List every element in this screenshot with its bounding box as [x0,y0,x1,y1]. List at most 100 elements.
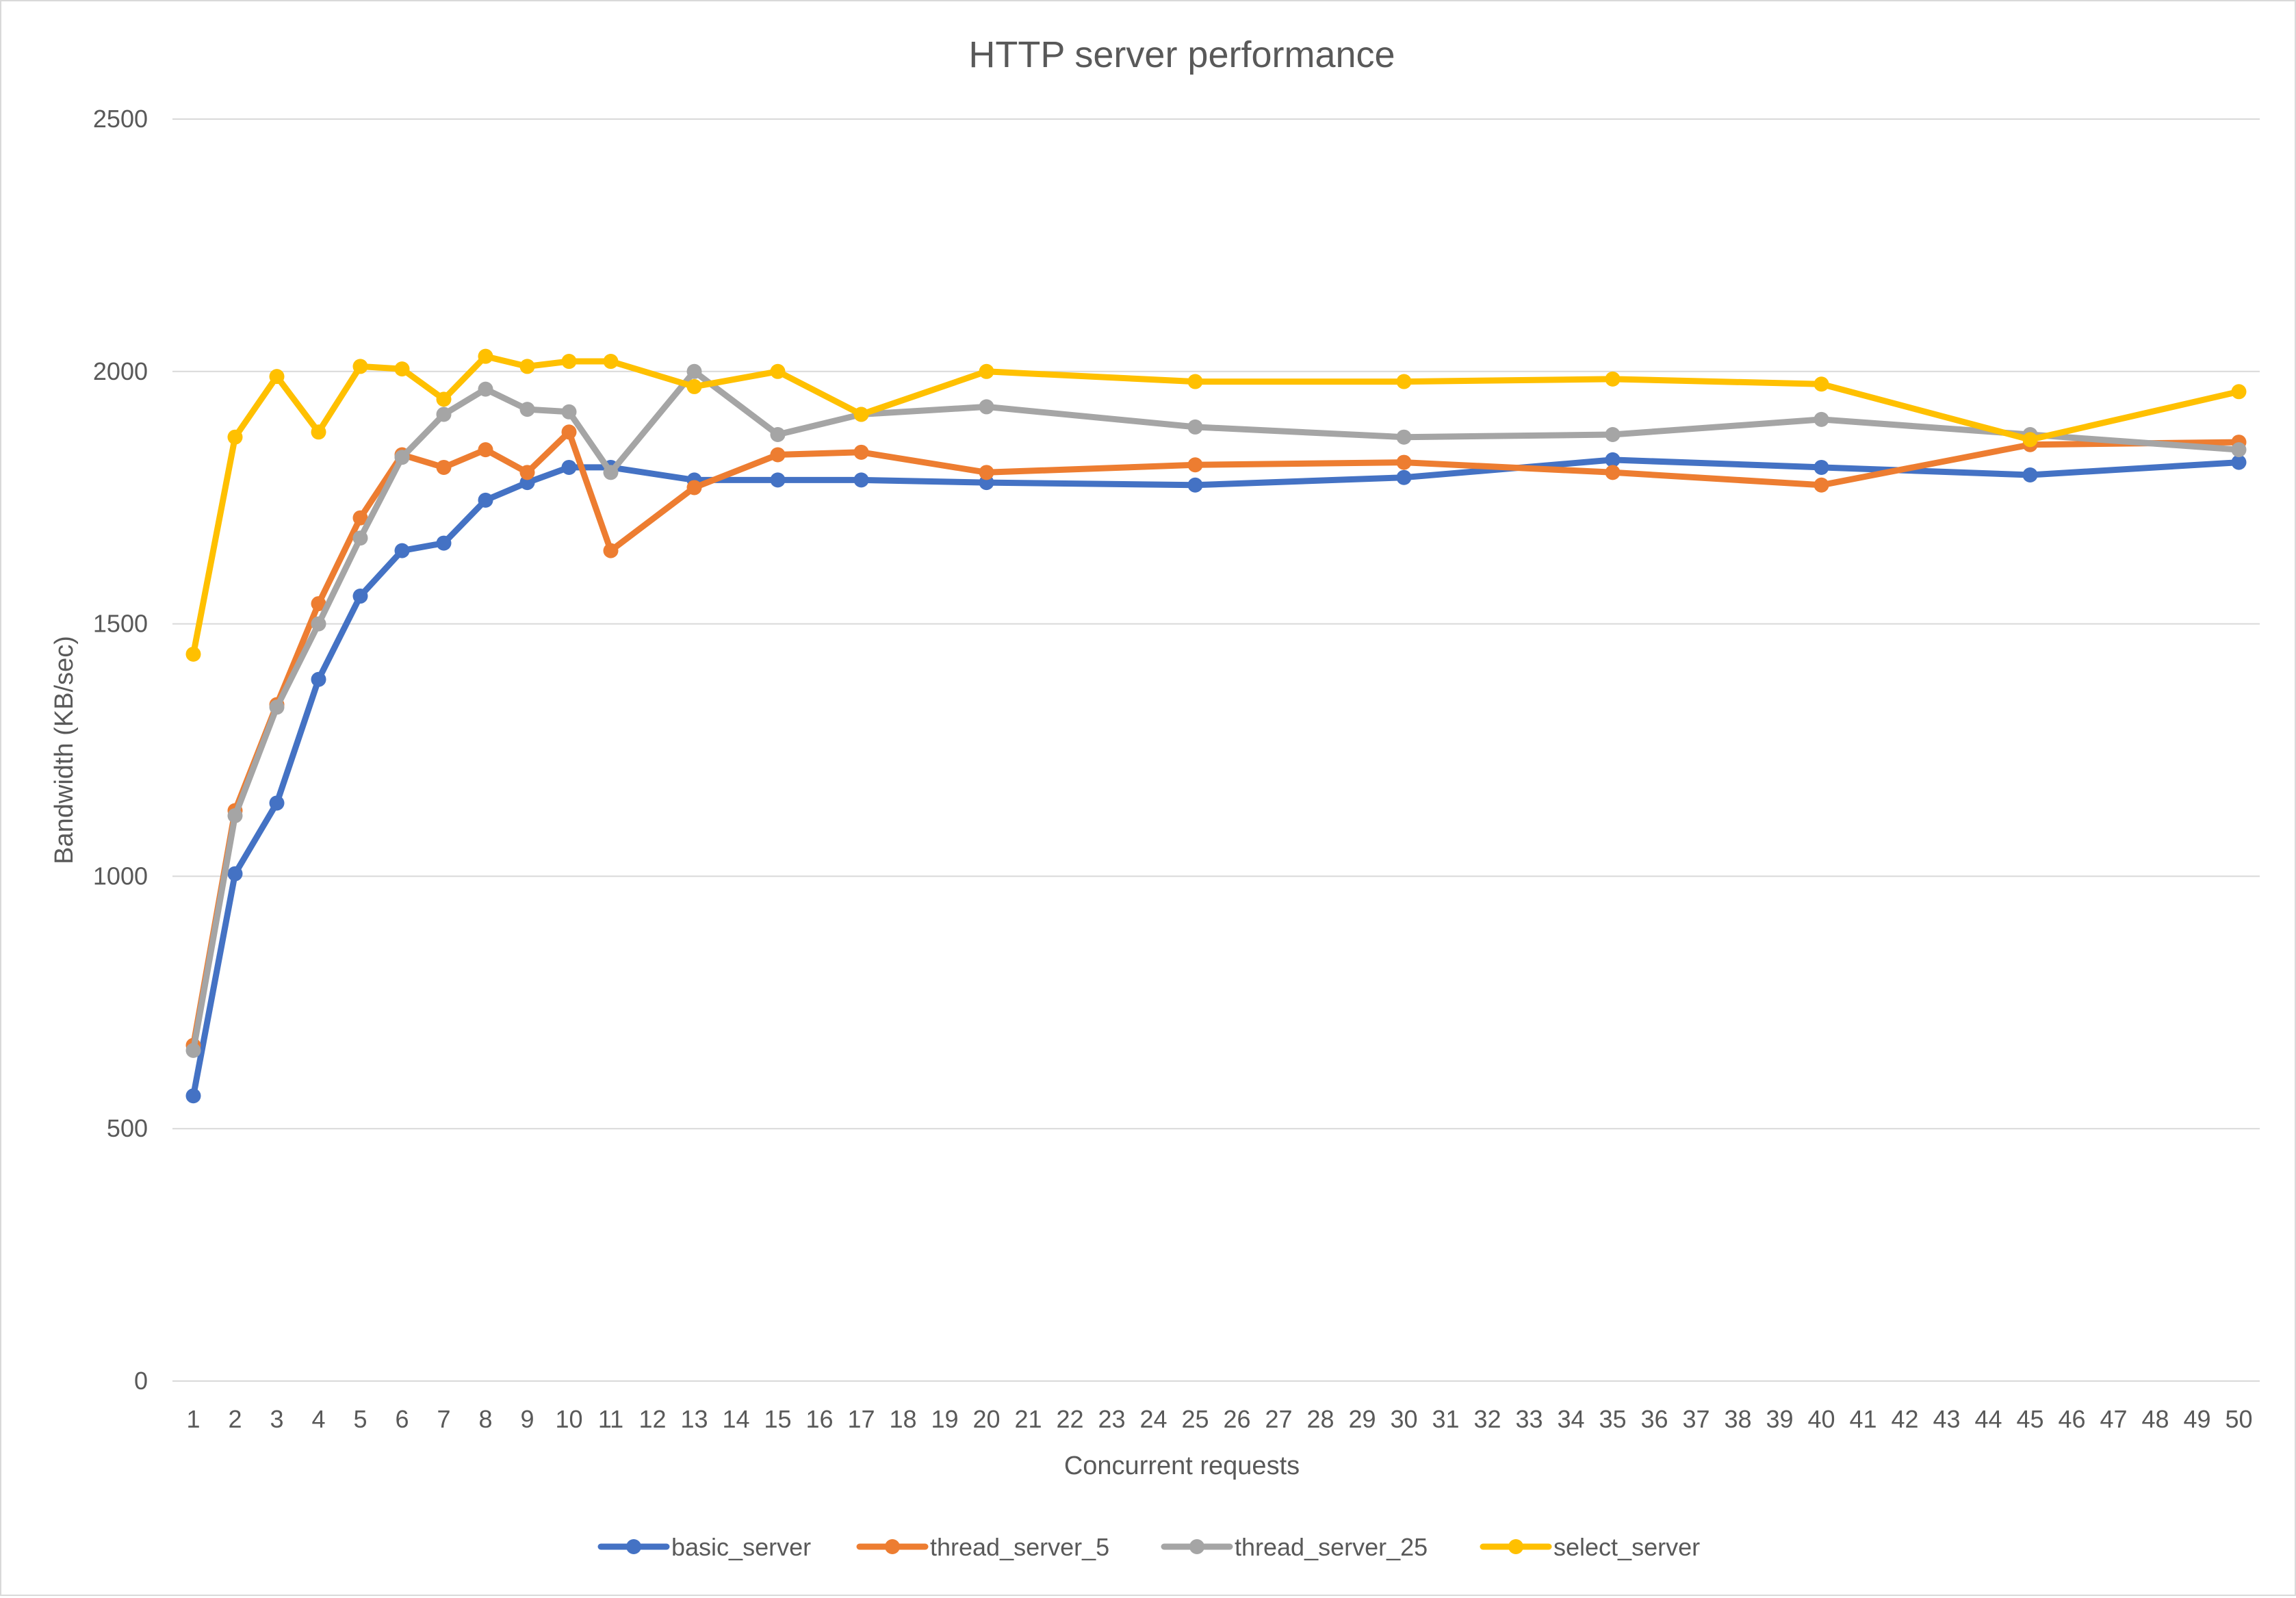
legend-label: thread_server_5 [930,1533,1109,1561]
x-tick-label: 33 [1515,1405,1543,1433]
data-point [853,407,869,422]
data-point [227,866,243,881]
x-tick-label: 40 [1807,1405,1835,1433]
data-point [519,359,535,374]
y-tick-label: 1500 [93,610,148,638]
data-point [185,1042,201,1058]
data-point [519,402,535,417]
x-tick-label: 6 [395,1405,409,1433]
data-point [603,354,619,370]
data-point [979,363,994,379]
data-point [478,442,493,458]
data-point [227,808,243,823]
data-point [394,361,410,377]
data-point [1396,374,1412,389]
x-tick-label: 22 [1056,1405,1083,1433]
series-line [190,428,2242,1048]
series-line [190,456,2242,1099]
data-point [1187,457,1203,473]
legend-item-select_server: select_server [1480,1533,1700,1561]
data-point [269,369,285,385]
series-basic_server [185,452,2247,1104]
x-axis-title: Concurrent requests [1064,1452,1300,1480]
x-tick-label: 23 [1098,1405,1125,1433]
data-point [269,699,285,715]
x-tick-label: 37 [1682,1405,1710,1433]
y-axis-ticks: 0 500 1000 1500 2000 2500 [93,105,148,1395]
data-point [436,459,452,475]
series-line [190,353,2242,658]
data-point [1605,371,1621,387]
legend-item-basic_server: basic_server [597,1533,811,1561]
x-tick-label: 12 [639,1405,666,1433]
data-point [603,543,619,558]
y-tick-label: 500 [107,1114,148,1142]
data-point [2231,442,2247,458]
data-point [1187,374,1203,389]
data-point [352,359,368,374]
legend-label: basic_server [671,1533,811,1561]
data-point [311,424,326,440]
data-point [1814,376,1829,392]
data-point [770,472,786,488]
data-point [1396,429,1412,445]
x-tick-label: 28 [1306,1405,1334,1433]
data-point [227,429,243,445]
x-tick-label: 8 [478,1405,492,1433]
data-point [478,381,493,397]
x-tick-label: 9 [520,1405,534,1433]
x-tick-label: 7 [437,1405,450,1433]
chart-title: HTTP server performance [968,34,1395,75]
series-layer [185,348,2247,1104]
data-point [2231,454,2247,470]
x-tick-label: 1 [186,1405,200,1433]
x-tick-label: 20 [972,1405,1000,1433]
data-point [853,472,869,488]
data-point [352,510,368,526]
data-point [478,492,493,508]
x-tick-label: 48 [2141,1405,2169,1433]
x-tick-label: 32 [1473,1405,1501,1433]
data-point [311,616,326,632]
data-point [352,530,368,546]
x-tick-label: 15 [764,1405,791,1433]
data-point [561,459,577,475]
x-tick-label: 47 [2100,1405,2127,1433]
legend-item-thread_server_5: thread_server_5 [856,1533,1109,1561]
x-tick-label: 41 [1849,1405,1876,1433]
data-point [394,543,410,558]
data-point [770,363,786,379]
x-tick-label: 11 [598,1405,623,1433]
series-thread_server_5 [185,424,2247,1053]
x-tick-label: 17 [847,1405,875,1433]
data-point [1396,454,1412,470]
data-point [561,354,577,370]
x-tick-label: 30 [1390,1405,1417,1433]
x-tick-label: 25 [1181,1405,1209,1433]
data-point [770,447,786,463]
legend-marker [885,1539,900,1554]
x-tick-label: 4 [311,1405,325,1433]
x-tick-label: 10 [555,1405,582,1433]
x-tick-label: 39 [1766,1405,1793,1433]
data-point [2022,432,2038,448]
data-point [853,444,869,460]
x-tick-label: 2 [228,1405,242,1433]
x-tick-label: 50 [2225,1405,2252,1433]
data-point [1814,459,1829,475]
legend-label: select_server [1553,1533,1700,1561]
data-point [311,596,326,612]
x-tick-label: 26 [1223,1405,1250,1433]
data-point [1814,477,1829,493]
y-axis-title: Bandwidth (KB/sec) [50,636,79,864]
data-point [686,363,702,379]
x-tick-label: 13 [680,1405,708,1433]
x-tick-label: 24 [1139,1405,1167,1433]
x-tick-label: 29 [1348,1405,1376,1433]
data-point [686,480,702,495]
data-point [979,399,994,415]
data-point [185,1088,201,1104]
x-tick-label: 46 [2058,1405,2085,1433]
data-point [1187,477,1203,493]
